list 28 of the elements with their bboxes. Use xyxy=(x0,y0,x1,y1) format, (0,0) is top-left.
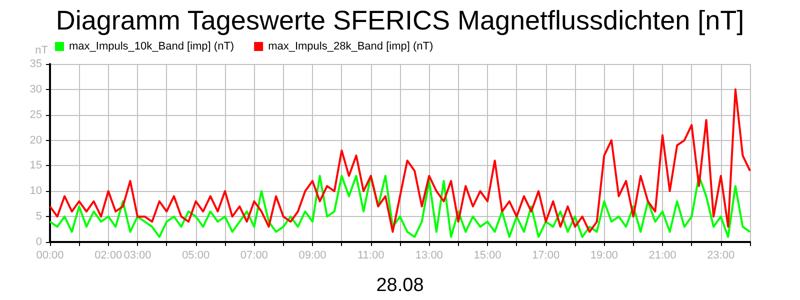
x-tick-label: 15:00 xyxy=(474,250,502,262)
x-tick-label: 17:00 xyxy=(532,250,560,262)
legend-label: max_Impuls_28k_Band [imp] (nT) xyxy=(268,40,434,52)
x-tick-label: 13:00 xyxy=(415,250,443,262)
chart-title: Diagramm Tageswerte SFERICS Magnetflussdichten [nT] xyxy=(56,6,744,36)
x-tick-label: 05:00 xyxy=(182,250,210,262)
y-tick-label: 20 xyxy=(30,134,42,146)
legend-label: max_Impuls_10k_Band [imp] (nT) xyxy=(69,40,234,52)
x-tick-label: 02:00 xyxy=(94,250,122,262)
x-tick-label: 07:00 xyxy=(240,250,268,262)
y-tick-label: 25 xyxy=(30,108,42,121)
x-tick-label: 23:00 xyxy=(707,250,735,262)
y-tick-label: 5 xyxy=(36,210,42,223)
x-tick-label: 11:00 xyxy=(357,250,384,262)
x-tick-label: 19:00 xyxy=(590,250,618,262)
y-tick-label: 0 xyxy=(36,236,42,248)
x-tick-label: 21:00 xyxy=(648,250,676,262)
y-tick-label: 30 xyxy=(30,83,42,96)
x-tick-label: 09:00 xyxy=(298,250,326,262)
y-tick-label: 10 xyxy=(30,185,42,198)
line-series xyxy=(49,88,751,233)
y-tick-label: 35 xyxy=(30,58,42,70)
x-axis-title: 28.08 xyxy=(376,275,424,296)
x-tick-label: 00:00 xyxy=(36,250,64,262)
x-tick-label: 03:00 xyxy=(124,250,152,262)
y-axis-title: nT xyxy=(35,44,48,56)
y-tick-label: 15 xyxy=(30,160,42,172)
line-series xyxy=(49,174,751,238)
